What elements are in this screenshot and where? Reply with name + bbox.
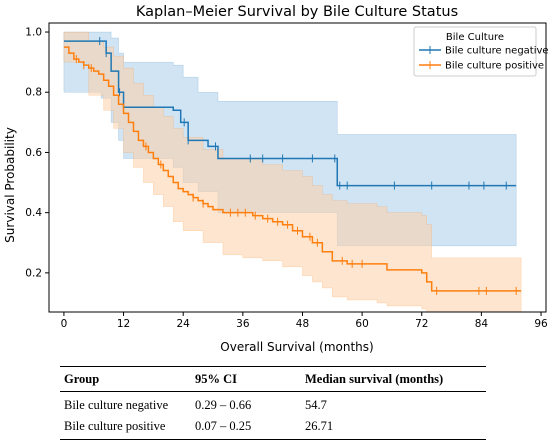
legend: Bile Culture Bile culture negative Bile c…	[413, 26, 549, 77]
y-tick-label: 0.8	[25, 87, 42, 99]
table-header-row: Group 95% CI Median survival (months)	[60, 367, 486, 391]
x-tick-label: 96	[534, 318, 548, 330]
chart-title: Kaplan–Meier Survival by Bile Culture St…	[136, 4, 458, 20]
table-row: Bile culture negative 0.29 – 0.66 54.7	[60, 395, 486, 416]
km-chart: Kaplan–Meier Survival by Bile Culture St…	[3, 4, 549, 354]
row-group: Bile culture positive	[64, 419, 166, 433]
y-tick-label: 0.6	[25, 147, 42, 159]
x-tick-label: 48	[296, 318, 309, 330]
header-median: Median survival (months)	[305, 371, 444, 386]
x-tick-label: 24	[177, 318, 191, 330]
table-row: Bile culture positive 0.07 – 0.25 26.71	[60, 416, 486, 437]
row-ci: 0.07 – 0.25	[195, 419, 252, 433]
y-axis: 0.2 0.4 0.6 0.8 1.0	[25, 27, 49, 279]
y-axis-title: Survival Probability	[3, 127, 17, 243]
x-tick-label: 36	[236, 318, 250, 330]
x-tick-label: 84	[475, 318, 489, 330]
legend-label: Bile culture positive	[445, 61, 544, 72]
row-group: Bile culture negative	[64, 398, 169, 412]
x-tick-label: 60	[355, 318, 368, 330]
x-tick-label: 12	[117, 318, 130, 330]
x-tick-label: 0	[61, 318, 68, 330]
y-tick-label: 0.2	[25, 267, 42, 279]
summary-table: Group 95% CI Median survival (months) Bi…	[60, 366, 486, 440]
x-axis-title: Overall Survival (months)	[220, 340, 373, 354]
row-ci: 0.29 – 0.66	[195, 398, 252, 412]
legend-label: Bile culture negative	[445, 46, 549, 57]
table-top-rule	[60, 366, 486, 367]
y-tick-label: 0.4	[25, 207, 42, 219]
row-median: 26.71	[305, 419, 334, 433]
header-group: Group	[64, 371, 100, 386]
y-tick-label: 1.0	[25, 27, 42, 39]
legend-title: Bile Culture	[446, 32, 504, 43]
x-axis: 0 12 24 36 48 60 72 84 96	[61, 312, 548, 330]
survival-curves	[63, 37, 522, 295]
header-ci: 95% CI	[195, 371, 238, 386]
plot-frame	[48, 22, 547, 313]
legend-box	[413, 26, 537, 77]
survival-line-series-0	[63, 40, 517, 187]
x-tick-label: 72	[415, 318, 428, 330]
table-header-rule	[60, 391, 486, 392]
row-median: 54.7	[305, 398, 327, 412]
